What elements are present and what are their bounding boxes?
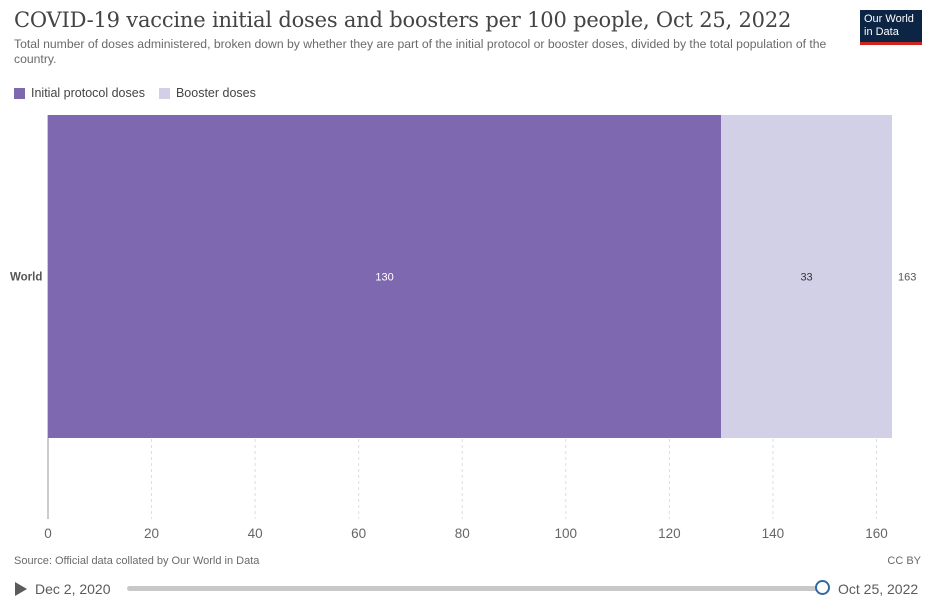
chart-subtitle: Total number of doses administered, brok…: [14, 37, 827, 66]
x-tick-label-80: 80: [455, 526, 470, 541]
data-label-initial-protocol-doses: 130: [375, 272, 393, 284]
x-tick-label-40: 40: [248, 526, 263, 541]
x-tick-label-0: 0: [44, 526, 52, 541]
category-label-world: World: [10, 272, 42, 284]
logo-line-1: Our World: [864, 13, 914, 25]
legend: Initial protocol doses Booster doses: [14, 86, 270, 100]
x-tick-label-20: 20: [144, 526, 159, 541]
data-label-booster-doses: 33: [800, 272, 812, 284]
logo-line-2: in Data: [864, 26, 899, 38]
total-label: 163: [898, 272, 916, 284]
play-icon[interactable]: [15, 582, 27, 596]
x-tick-label-60: 60: [351, 526, 366, 541]
bar-booster-doses: [721, 115, 892, 438]
x-tick-label-120: 120: [658, 526, 681, 541]
timeline-start-date[interactable]: Dec 2, 2020: [35, 581, 111, 597]
bar-chart: 0 20 40 60 80 100 120 140 160 World 130 33 163: [10, 115, 916, 541]
legend-label-initial: Initial protocol doses: [31, 86, 145, 100]
x-tick-label-140: 140: [762, 526, 785, 541]
legend-swatch-initial: [14, 87, 25, 99]
timeline-end-date[interactable]: Oct 25, 2022: [838, 581, 919, 597]
bar-initial-protocol-doses: [48, 115, 722, 438]
x-tick-label-100: 100: [555, 526, 578, 541]
chart-title: COVID-19 vaccine initial doses and boost…: [14, 8, 792, 32]
timeline-slider-track[interactable]: [127, 586, 823, 591]
legend-item-initial[interactable]: Initial protocol doses: [14, 86, 145, 100]
owid-logo[interactable]: Our World in Data: [860, 10, 922, 45]
x-tick-label-160: 160: [865, 526, 888, 541]
legend-label-booster: Booster doses: [175, 86, 256, 100]
license-link[interactable]: CC BY: [887, 555, 921, 567]
legend-swatch-booster: [158, 87, 170, 99]
source-note[interactable]: Source: Official data collated by Our Wo…: [14, 555, 260, 567]
timeline-slider-handle[interactable]: [815, 580, 830, 595]
legend-item-booster[interactable]: Booster doses: [158, 86, 256, 100]
